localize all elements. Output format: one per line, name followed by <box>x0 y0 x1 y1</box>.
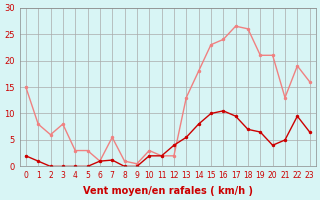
X-axis label: Vent moyen/en rafales ( km/h ): Vent moyen/en rafales ( km/h ) <box>83 186 253 196</box>
